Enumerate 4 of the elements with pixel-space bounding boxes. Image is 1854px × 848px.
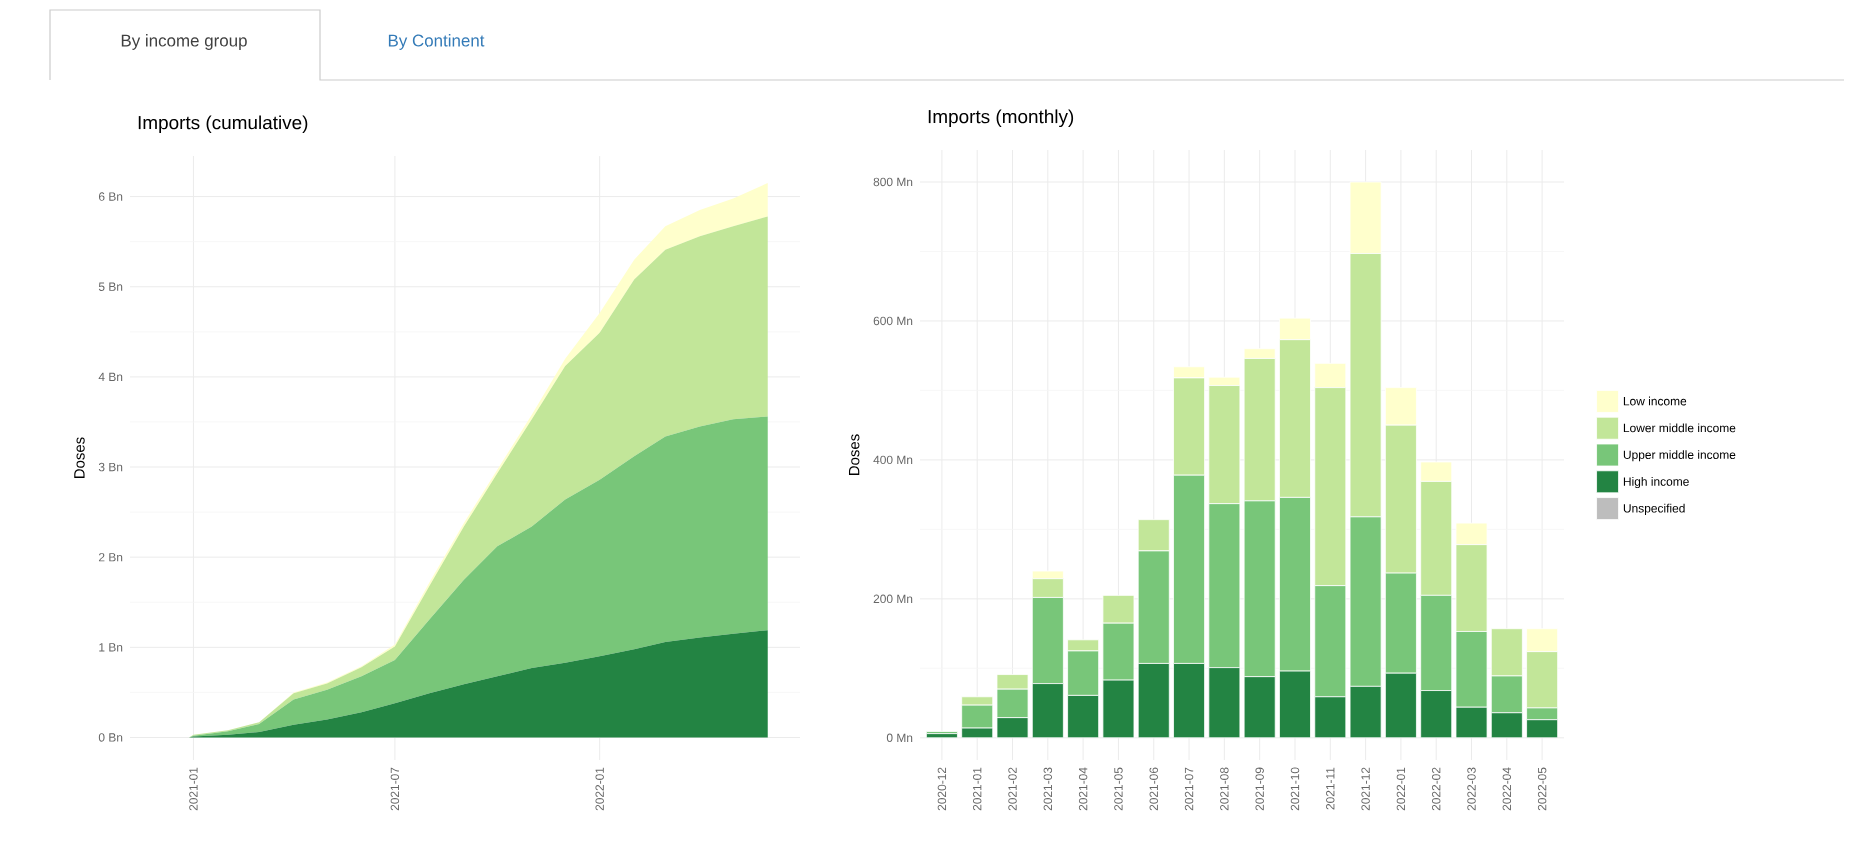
chart-title: Imports (monthly) (928, 109, 1074, 128)
text: By income group (121, 34, 247, 50)
chart-title: Imports (cumulative) (138, 115, 308, 134)
text: By Continent (388, 34, 485, 50)
